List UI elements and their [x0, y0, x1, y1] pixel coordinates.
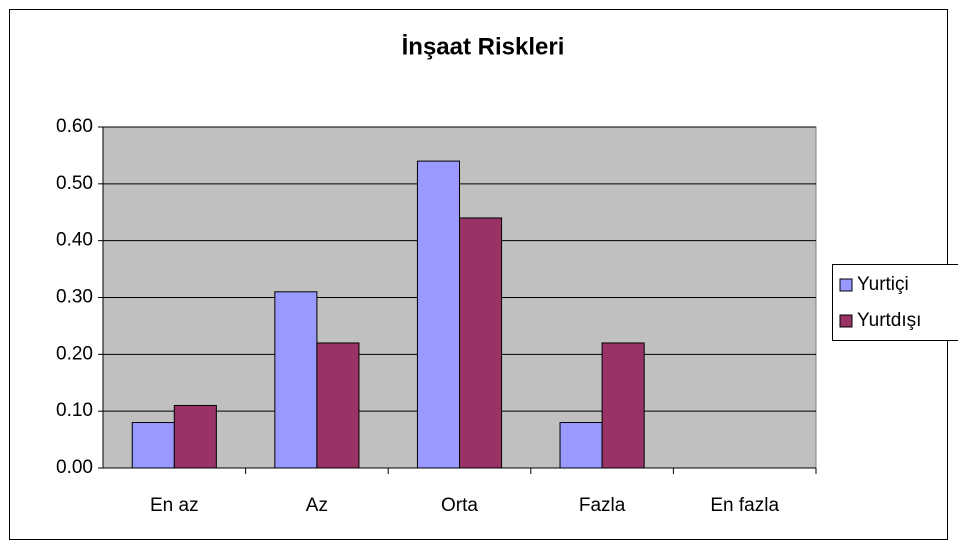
- bar: [132, 423, 174, 468]
- x-tick-label: En fazla: [710, 495, 779, 516]
- y-tick-label: 0.50: [56, 173, 93, 194]
- x-tick-label: Orta: [441, 495, 478, 516]
- legend-swatch: [840, 279, 852, 291]
- legend-label: Yurtdışı: [857, 310, 921, 331]
- bar: [174, 405, 216, 468]
- legend-label: Yurtiçi: [857, 274, 909, 295]
- y-tick-label: 0.20: [56, 343, 93, 364]
- bar: [417, 161, 459, 468]
- x-tick-label: En az: [150, 495, 199, 516]
- y-tick-label: 0.40: [56, 230, 93, 251]
- bar: [602, 343, 644, 468]
- bar: [317, 343, 359, 468]
- y-tick-label: 0.30: [56, 287, 93, 308]
- x-tick-label: Az: [306, 495, 328, 516]
- bar: [460, 218, 502, 468]
- chart-title: İnşaat Riskleri: [402, 33, 565, 60]
- bar: [560, 423, 602, 468]
- y-tick-label: 0.60: [56, 116, 93, 137]
- y-tick-label: 0.10: [56, 400, 93, 421]
- x-tick-label: Fazla: [579, 495, 626, 516]
- bar: [275, 292, 317, 468]
- y-tick-label: 0.00: [56, 457, 93, 478]
- legend-swatch: [840, 315, 852, 327]
